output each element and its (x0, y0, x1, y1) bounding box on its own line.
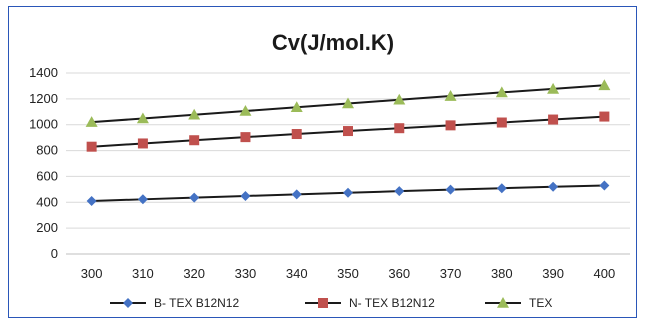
y-tick-label: 200 (36, 220, 58, 235)
data-point (85, 116, 98, 127)
series-layer (85, 79, 611, 206)
x-tick-label: 400 (594, 266, 616, 281)
legend: B- TEX B12N12 N- TEX B12N12 TEX (110, 296, 552, 310)
x-tick-label: 370 (440, 266, 462, 281)
data-point (548, 114, 559, 125)
data-point (239, 105, 252, 116)
x-tick-label: 390 (542, 266, 564, 281)
chart-title: Cv(J/mol.K) (272, 30, 394, 55)
x-tick-label: 350 (337, 266, 359, 281)
data-point (86, 141, 97, 152)
legend-marker (318, 298, 328, 308)
data-point (291, 189, 302, 200)
legend-item-1: N- TEX B12N12 (305, 296, 435, 310)
y-tick-label: 0 (51, 246, 58, 261)
data-point (394, 186, 405, 197)
data-point (445, 184, 456, 195)
data-point (599, 111, 610, 122)
y-tick-label: 1400 (29, 65, 58, 80)
legend-marker (497, 297, 509, 308)
legend-item-2: TEX (485, 296, 552, 310)
x-tick-label: 340 (286, 266, 308, 281)
y-tick-label: 1200 (29, 91, 58, 106)
data-point (188, 108, 201, 120)
data-point (598, 79, 611, 91)
data-point (137, 138, 148, 149)
data-point (548, 181, 559, 192)
data-point (189, 192, 200, 203)
data-point (495, 86, 508, 98)
legend-label: B- TEX B12N12 (154, 296, 239, 310)
data-point (240, 190, 251, 201)
data-point (496, 117, 507, 128)
gridlines (66, 72, 630, 255)
data-point (445, 120, 456, 131)
data-point (343, 126, 353, 137)
series-2 (85, 79, 611, 127)
y-tick-label: 600 (36, 168, 58, 183)
data-point (189, 135, 200, 146)
data-point (291, 129, 302, 140)
data-point (444, 90, 457, 101)
data-point (599, 180, 610, 191)
data-point (290, 101, 303, 113)
legend-marker (123, 298, 133, 308)
data-point (547, 82, 560, 94)
x-tick-label: 330 (235, 266, 257, 281)
data-point (343, 187, 353, 198)
legend-item-0: B- TEX B12N12 (110, 296, 239, 310)
legend-label: TEX (529, 296, 552, 310)
data-point (342, 97, 354, 109)
series-0 (86, 180, 610, 206)
data-point (393, 93, 406, 105)
data-point (86, 195, 97, 206)
data-point (136, 112, 149, 124)
y-tick-label: 1000 (29, 117, 58, 132)
data-point (394, 123, 405, 134)
series-1 (86, 111, 610, 152)
data-point (240, 132, 251, 143)
y-axis-ticks: 0 200 400 600 800 1000 1200 1400 (29, 65, 58, 261)
x-tick-label: 380 (491, 266, 513, 281)
x-tick-label: 310 (132, 266, 154, 281)
legend-label: N- TEX B12N12 (349, 296, 435, 310)
x-tick-label: 320 (183, 266, 205, 281)
data-point (496, 183, 507, 194)
x-axis-ticks: 300 310 320 330 340 350 360 370 380 390 400 (81, 266, 615, 281)
y-tick-label: 800 (36, 143, 58, 158)
chart-frame (8, 6, 637, 318)
data-point (137, 194, 148, 205)
x-tick-label: 300 (81, 266, 103, 281)
y-tick-label: 400 (36, 194, 58, 209)
x-tick-label: 360 (388, 266, 410, 281)
